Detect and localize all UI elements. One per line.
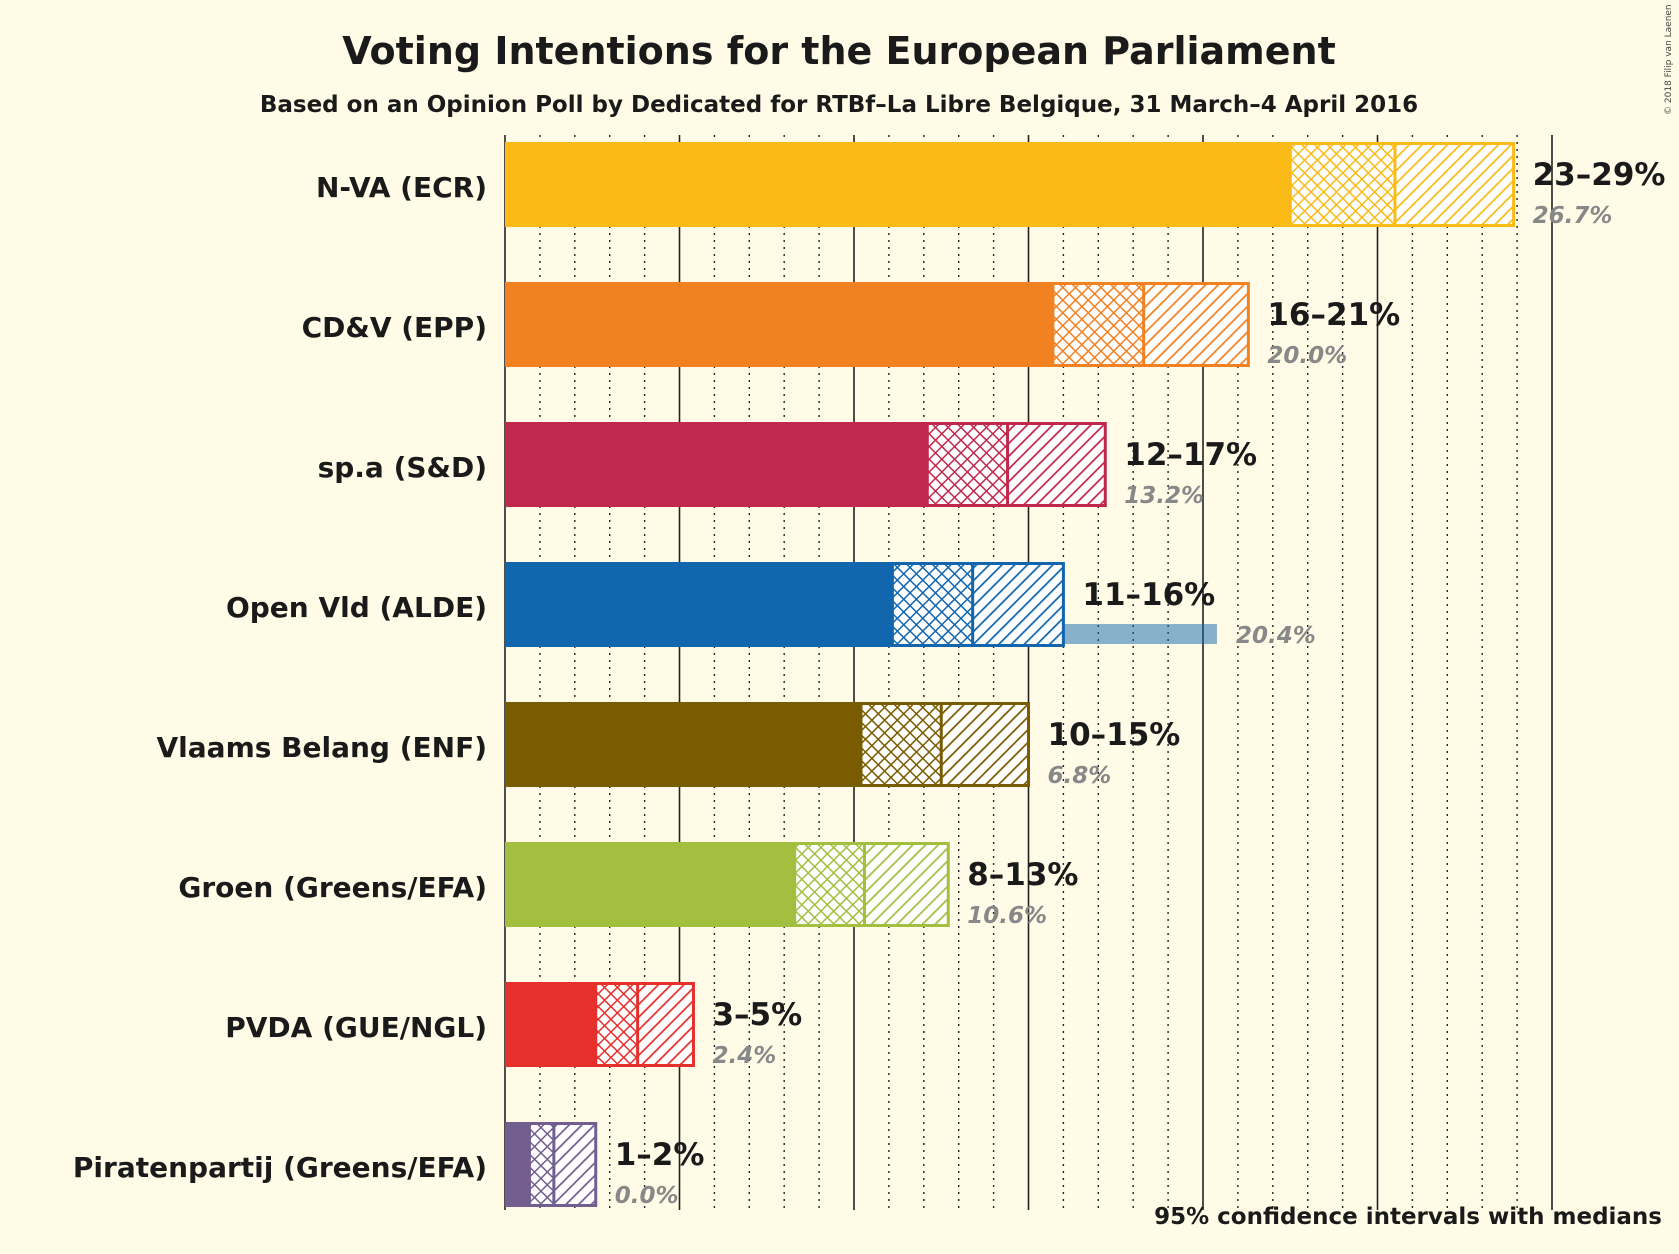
ci-upper-half <box>941 702 1029 787</box>
party-row <box>505 842 950 927</box>
ci-outline <box>859 702 1030 787</box>
party-row <box>505 282 1250 367</box>
ci-lower-half <box>794 842 865 927</box>
party-label: CD&V (EPP) <box>302 311 487 344</box>
range-label: 16–21% <box>1267 297 1400 333</box>
ci-upper-half <box>1394 142 1514 227</box>
ci-lower-half <box>595 982 638 1067</box>
ci-outline <box>1051 282 1250 367</box>
ci-upper-half <box>1007 422 1106 507</box>
ci-outline <box>925 422 1107 507</box>
ci-low-bar <box>505 982 596 1067</box>
party-label: Vlaams Belang (ENF) <box>157 731 487 764</box>
party-row <box>505 562 1217 647</box>
ci-upper-half <box>864 842 949 927</box>
ci-low-bar <box>505 142 1291 227</box>
legend-note: 95% confidence intervals with medians <box>1154 1204 1662 1230</box>
previous-result-label: 20.4% <box>1236 623 1316 649</box>
ci-upper-half <box>972 562 1064 647</box>
previous-result-label: 0.0% <box>615 1183 679 1209</box>
ci-outline <box>890 562 1065 647</box>
ci-lower-half <box>860 702 942 787</box>
party-label: Open Vld (ALDE) <box>226 591 487 624</box>
party-row <box>505 142 1516 227</box>
labels: N-VA (ECR) 23–29% 26.7% CD&V (EPP) 16–21% 20.… <box>73 157 1666 1209</box>
ci-lower-half <box>529 1122 554 1207</box>
ci-outline <box>594 982 695 1067</box>
previous-result-label: 13.2% <box>1124 483 1204 509</box>
party-label: sp.a (S&D) <box>318 451 487 484</box>
chart-title: Voting Intentions for the European Parli… <box>342 29 1336 73</box>
range-label: 1–2% <box>615 1137 705 1173</box>
ci-outline <box>1288 142 1516 227</box>
ci-lower-half <box>1290 142 1395 227</box>
party-label: Piratenpartij (Greens/EFA) <box>73 1151 487 1184</box>
previous-result-label: 10.6% <box>967 903 1047 929</box>
ci-lower-half <box>1052 282 1144 367</box>
party-row <box>505 982 695 1067</box>
ci-upper-half <box>553 1122 596 1207</box>
ci-lower-half <box>892 562 973 647</box>
range-label: 3–5% <box>712 997 802 1033</box>
party-row <box>505 702 1030 787</box>
range-label: 10–15% <box>1048 717 1181 753</box>
ci-low-bar <box>505 842 795 927</box>
ci-low-bar <box>505 282 1053 367</box>
party-label: Groen (Greens/EFA) <box>178 871 487 904</box>
ci-low-bar <box>505 422 928 507</box>
party-row <box>505 422 1107 507</box>
ci-lower-half <box>927 422 1008 507</box>
copyright: © 2018 Filip van Laenen <box>1664 4 1674 115</box>
party-row <box>505 1122 598 1207</box>
ci-upper-half <box>1143 282 1249 367</box>
range-label: 12–17% <box>1124 437 1257 473</box>
range-label: 23–29% <box>1533 157 1666 193</box>
previous-result-label: 2.4% <box>712 1043 776 1069</box>
ci-upper-half <box>637 982 694 1067</box>
ci-low-bar <box>505 702 861 787</box>
previous-result-label: 6.8% <box>1048 763 1112 789</box>
ci-outline <box>527 1122 598 1207</box>
bars <box>505 142 1516 1207</box>
previous-result-label: 20.0% <box>1267 343 1347 369</box>
chart-subtitle: Based on an Opinion Poll by Dedicated fo… <box>260 92 1418 118</box>
ci-low-bar <box>505 562 893 647</box>
ci-low-bar <box>505 1122 530 1207</box>
previous-result-label: 26.7% <box>1533 203 1613 229</box>
party-label: PVDA (GUE/NGL) <box>225 1011 487 1044</box>
ci-outline <box>793 842 950 927</box>
party-label: N-VA (ECR) <box>316 171 487 204</box>
range-label: 8–13% <box>967 857 1078 893</box>
range-label: 11–16% <box>1082 577 1215 613</box>
